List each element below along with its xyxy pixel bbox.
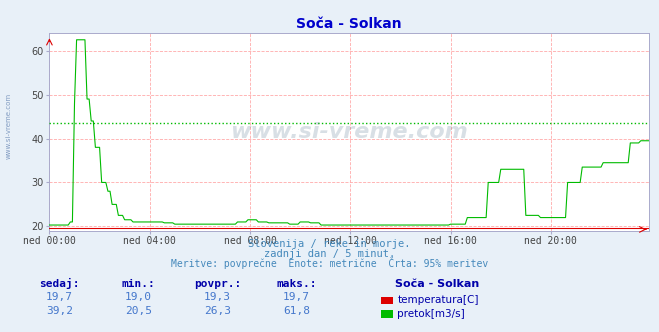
Text: 19,3: 19,3 (204, 292, 231, 302)
Text: 61,8: 61,8 (283, 306, 310, 316)
Text: www.si-vreme.com: www.si-vreme.com (231, 122, 468, 142)
Text: Soča - Solkan: Soča - Solkan (395, 279, 480, 289)
Text: 26,3: 26,3 (204, 306, 231, 316)
Text: zadnji dan / 5 minut.: zadnji dan / 5 minut. (264, 249, 395, 259)
Text: maks.:: maks.: (276, 279, 317, 289)
Text: pretok[m3/s]: pretok[m3/s] (397, 309, 465, 319)
Text: sedaj:: sedaj: (39, 278, 80, 289)
Title: Soča - Solkan: Soča - Solkan (297, 17, 402, 31)
Text: Slovenija / reke in morje.: Slovenija / reke in morje. (248, 239, 411, 249)
Text: temperatura[C]: temperatura[C] (397, 295, 479, 305)
Text: 19,7: 19,7 (46, 292, 72, 302)
Text: 19,7: 19,7 (283, 292, 310, 302)
Text: Meritve: povprečne  Enote: metrične  Črta: 95% meritev: Meritve: povprečne Enote: metrične Črta:… (171, 257, 488, 269)
Text: min.:: min.: (121, 279, 156, 289)
Text: www.si-vreme.com: www.si-vreme.com (5, 93, 11, 159)
Text: povpr.:: povpr.: (194, 279, 241, 289)
Text: 19,0: 19,0 (125, 292, 152, 302)
Text: 39,2: 39,2 (46, 306, 72, 316)
Text: 20,5: 20,5 (125, 306, 152, 316)
